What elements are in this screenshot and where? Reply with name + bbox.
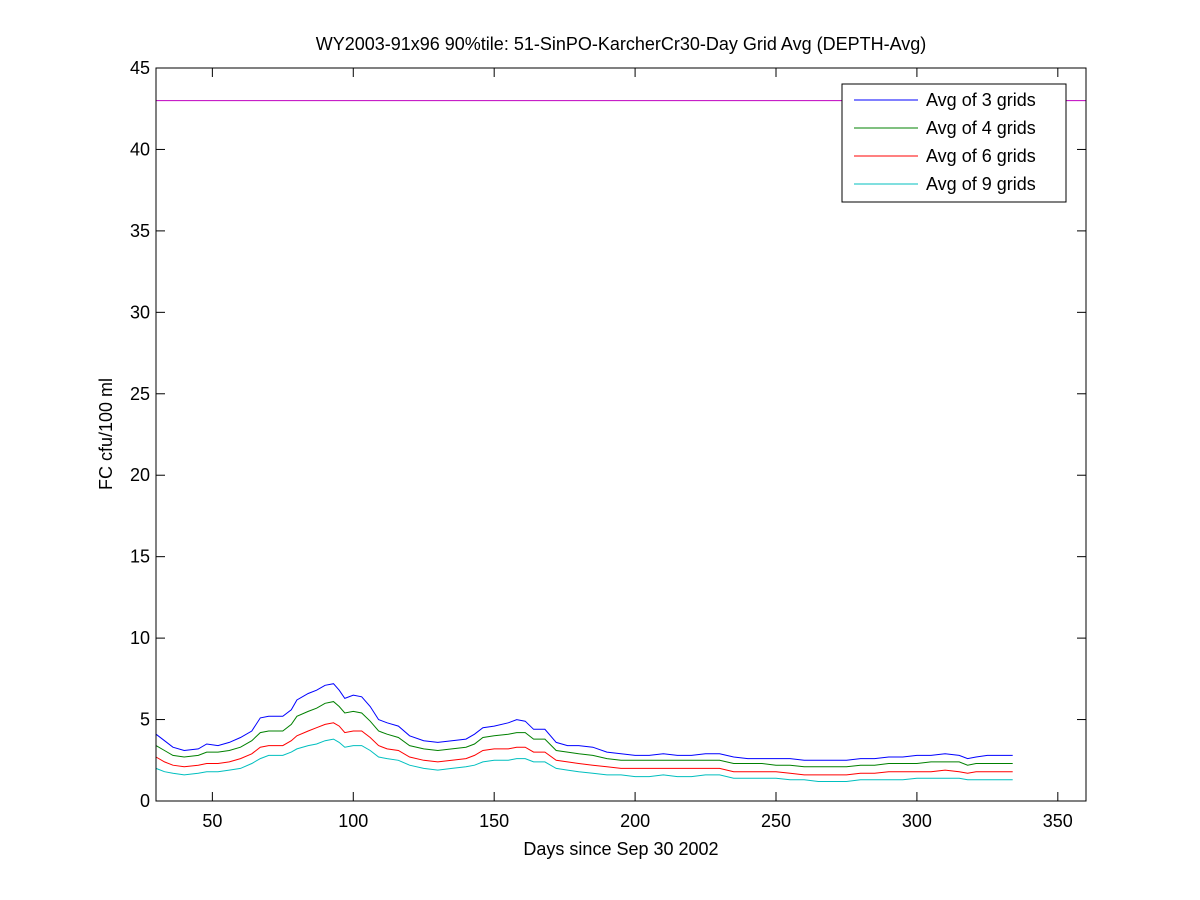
- x-tick-label: 150: [479, 811, 509, 831]
- y-tick-label: 35: [130, 221, 150, 241]
- series-layer: [155, 683, 1013, 782]
- series-line-1: [155, 683, 1013, 761]
- legend-label: Avg of 3 grids: [926, 90, 1036, 110]
- y-tick-label: 20: [130, 465, 150, 485]
- y-tick-label: 15: [130, 547, 150, 567]
- x-tick-label: 200: [620, 811, 650, 831]
- plot-frame: [155, 67, 1087, 802]
- y-axis-label: FC cfu/100 ml: [96, 378, 116, 490]
- y-axis: 0 5 10 15 20 25 30 35 40 45: [130, 58, 1086, 811]
- x-tick-label: 250: [761, 811, 791, 831]
- x-axis: 50 100 150 200 250 300 350: [202, 68, 1073, 831]
- series-line-4: [155, 738, 1013, 782]
- x-tick-label: 50: [202, 811, 222, 831]
- y-tick-label: 45: [130, 58, 150, 78]
- x-tick-label: 300: [902, 811, 932, 831]
- x-tick-label: 350: [1043, 811, 1073, 831]
- y-tick-label: 25: [130, 384, 150, 404]
- y-tick-label: 5: [140, 710, 150, 730]
- chart-title: WY2003-91x96 90%tile: 51-SinPO-KarcherCr…: [316, 34, 927, 54]
- legend: Avg of 3 grids Avg of 4 grids Avg of 6 gri…: [841, 83, 1067, 203]
- legend-label: Avg of 6 grids: [926, 146, 1036, 166]
- y-tick-label: 0: [140, 791, 150, 811]
- x-tick-label: 100: [338, 811, 368, 831]
- legend-box: [841, 83, 1067, 203]
- y-tick-label: 30: [130, 302, 150, 322]
- series-line-3: [155, 722, 1013, 776]
- y-tick-label: 10: [130, 628, 150, 648]
- legend-label: Avg of 9 grids: [926, 174, 1036, 194]
- x-axis-label: Days since Sep 30 2002: [523, 839, 718, 859]
- series-line-2: [155, 701, 1013, 768]
- legend-label: Avg of 4 grids: [926, 118, 1036, 138]
- y-tick-label: 40: [130, 139, 150, 159]
